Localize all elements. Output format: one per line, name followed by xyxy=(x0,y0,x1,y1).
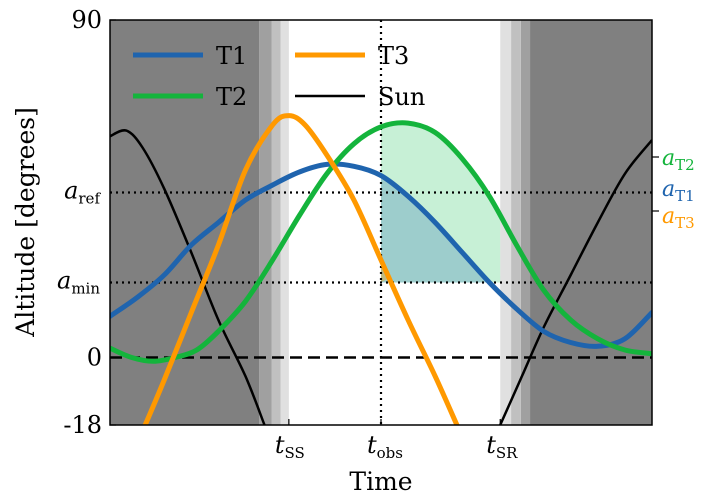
x-tick-label: tSR xyxy=(486,431,518,462)
y-marker-label: aref xyxy=(64,177,101,208)
series-line-t2 xyxy=(110,120,652,364)
x-axis-label: Time xyxy=(349,467,412,496)
night-band-dusk xyxy=(110,20,260,425)
series-line-sun-2 xyxy=(499,139,652,425)
twilight-band-dusk xyxy=(280,20,289,425)
y-tick-label: -18 xyxy=(63,411,102,439)
side-label-t1: aT1 xyxy=(662,177,695,205)
reference-lines xyxy=(110,20,652,425)
shaded-area-t2 xyxy=(381,123,501,283)
series-line-t3 xyxy=(142,113,460,425)
legend-label: T1 xyxy=(216,42,247,70)
y-tick-label: 90 xyxy=(71,6,102,34)
x-tick-label: tSS xyxy=(275,431,305,462)
legend-label: T3 xyxy=(378,42,409,70)
x-axis-ticks: tSS tobs tSR xyxy=(275,419,518,462)
twilight-bands xyxy=(110,20,652,425)
side-label-t3: aT3 xyxy=(662,204,695,232)
series-lines xyxy=(110,113,652,425)
series-line-t1 xyxy=(110,161,652,349)
series-line-sun xyxy=(110,129,266,425)
y-tick-label: 0 xyxy=(87,344,102,372)
legend: T1 T3 T2 Sun xyxy=(133,42,425,111)
y-axis-ticks: 90 0 -18 aref amin xyxy=(57,6,116,439)
side-label-t2: aT2 xyxy=(662,146,695,174)
y-axis-label: Altitude [degrees] xyxy=(11,107,40,338)
night-band-dawn xyxy=(530,20,652,425)
y-marker-label: amin xyxy=(57,267,100,298)
observable-region xyxy=(381,123,501,283)
twilight-band-dawn xyxy=(511,20,521,425)
twilight-band-dusk xyxy=(271,20,281,425)
legend-label: T2 xyxy=(216,83,247,111)
legend-label: Sun xyxy=(378,83,425,111)
x-tick-label: tobs xyxy=(367,431,403,462)
twilight-band-dawn xyxy=(520,20,531,425)
twilight-band-dusk xyxy=(259,20,272,425)
